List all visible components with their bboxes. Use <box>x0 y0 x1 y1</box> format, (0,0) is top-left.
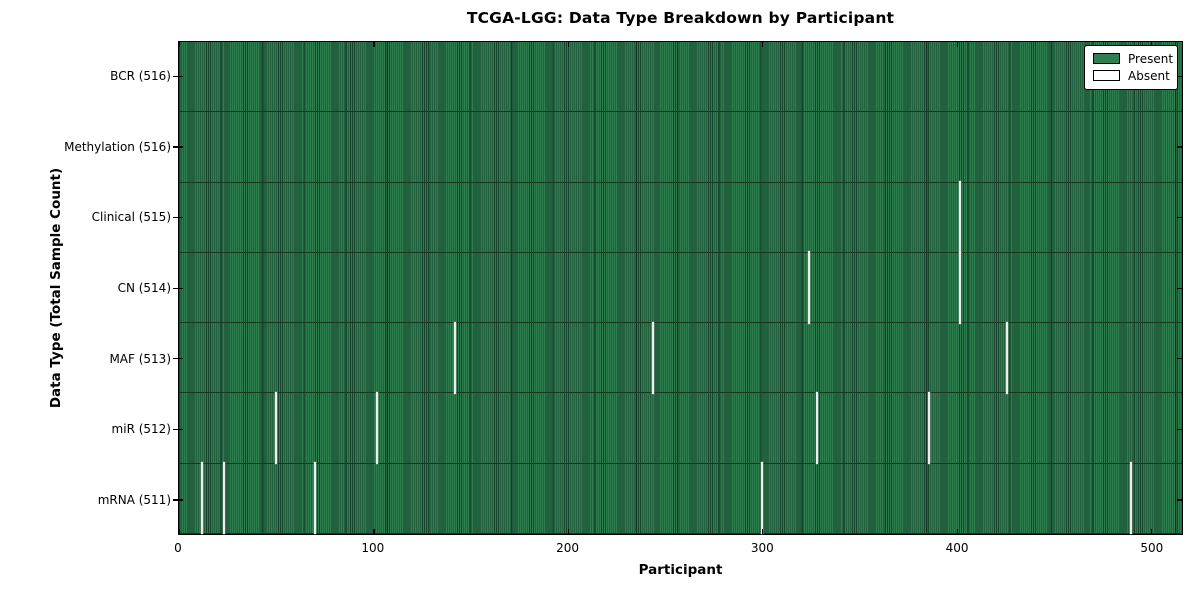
y-tick-label-bcr: BCR (516) <box>110 69 171 84</box>
heatmap-row-cn <box>179 251 1182 324</box>
y-tick-mark <box>1176 75 1182 78</box>
x-tick-mark <box>956 42 958 47</box>
absent-marker <box>807 251 810 324</box>
x-tick-label: 200 <box>556 541 579 555</box>
x-tick-mark <box>1150 529 1153 534</box>
y-tick-mark <box>173 146 183 148</box>
absent-marker <box>959 251 962 324</box>
legend-label-absent: Absent <box>1128 68 1170 83</box>
heatmap-row-maf <box>179 321 1182 394</box>
x-tick-mark <box>179 42 181 47</box>
y-tick-mark <box>173 499 183 501</box>
legend-item-present: Present <box>1093 53 1177 65</box>
y-tick-mark <box>173 358 183 360</box>
plot-area: Present Absent <box>178 41 1183 535</box>
y-tick-mark <box>173 75 183 78</box>
x-tick-mark <box>956 529 958 534</box>
x-tick-mark <box>179 529 181 534</box>
heatmap-row-clinical <box>179 181 1182 254</box>
x-tick-label: 500 <box>1140 541 1164 555</box>
legend-swatch-present-icon <box>1093 53 1120 64</box>
absent-marker <box>376 391 379 465</box>
legend-item-absent: Absent <box>1093 70 1177 82</box>
y-tick-label-clinical: Clinical (515) <box>91 210 171 225</box>
y-tick-mark <box>1176 358 1182 360</box>
legend-label-present: Present <box>1128 51 1174 66</box>
x-tick-mark <box>567 42 569 47</box>
heatmap-row-mir <box>179 391 1182 465</box>
y-tick-mark <box>173 287 183 289</box>
y-tick-mark <box>173 216 183 219</box>
absent-marker <box>201 462 204 535</box>
x-tick-label: 400 <box>945 541 969 555</box>
y-tick-mark <box>1176 287 1182 289</box>
x-tick-mark <box>373 529 375 534</box>
y-tick-label-mrna: mRNA (511) <box>97 492 171 507</box>
absent-marker <box>275 391 278 465</box>
y-tick-label-methylation: Methylation (516) <box>64 139 171 154</box>
y-tick-mark <box>1176 499 1182 501</box>
heatmap-row-bcr <box>179 42 1182 113</box>
x-tick-mark <box>762 529 764 534</box>
absent-marker <box>314 462 317 535</box>
absent-marker <box>1006 321 1009 394</box>
y-tick-mark <box>1176 428 1182 430</box>
legend-swatch-absent-icon <box>1093 70 1120 81</box>
x-tick-mark <box>373 42 375 47</box>
legend: Present Absent <box>1084 44 1178 90</box>
absent-marker <box>222 462 225 535</box>
absent-marker <box>815 391 818 465</box>
absent-marker <box>454 321 457 394</box>
y-tick-mark <box>1176 146 1182 148</box>
absent-marker <box>761 462 764 535</box>
absent-marker <box>1130 462 1133 535</box>
absent-marker <box>928 391 931 465</box>
heatmap-row-methylation <box>179 112 1182 183</box>
x-tick-mark <box>762 42 764 47</box>
x-tick-mark <box>567 529 569 534</box>
y-tick-label-cn: CN (514) <box>117 281 171 295</box>
chart-title: TCGA-LGG: Data Type Breakdown by Partici… <box>466 9 895 27</box>
x-axis-label: Participant <box>638 562 723 578</box>
x-tick-label: 0 <box>174 541 182 555</box>
absent-marker <box>959 181 962 254</box>
absent-marker <box>652 321 655 394</box>
y-tick-mark <box>173 428 183 430</box>
y-tick-mark <box>1176 216 1182 219</box>
y-tick-label-mir: miR (512) <box>111 422 171 437</box>
heatmap-row-mrna <box>179 462 1182 535</box>
x-tick-label: 300 <box>750 541 774 555</box>
y-tick-label-maf: MAF (513) <box>109 351 171 366</box>
x-tick-label: 100 <box>361 541 385 555</box>
